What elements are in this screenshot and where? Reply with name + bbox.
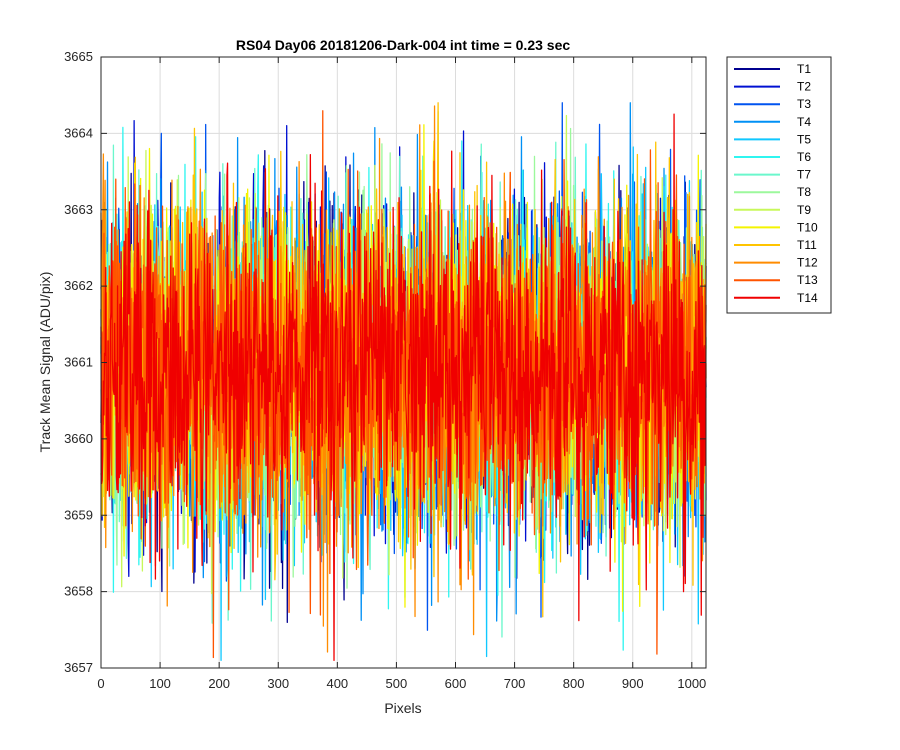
- chart-title: RS04 Day06 20181206-Dark-004 int time = …: [236, 37, 570, 53]
- legend-label-T3: T3: [797, 97, 811, 111]
- legend: T1 T2 T3 T4 T5 T6 T7 T8 T9 T10 T11 T12 T13 T14: [726, 56, 832, 314]
- x-tick-label: 1000: [677, 676, 706, 691]
- legend-label-T12: T12: [797, 256, 818, 270]
- x-tick-labels: 0 100 200 300 400 500 600 700 800 900 1000: [97, 676, 706, 691]
- x-tick-label: 400: [326, 676, 348, 691]
- y-tick-label: 3661: [64, 355, 93, 370]
- x-tick-label: 0: [97, 676, 104, 691]
- ticks: [100, 56, 706, 669]
- y-tick-label: 3663: [64, 202, 93, 217]
- x-tick-label: 900: [622, 676, 644, 691]
- legend-label-T5: T5: [797, 132, 811, 146]
- x-tick-label: 100: [149, 676, 171, 691]
- legend-label-T6: T6: [797, 150, 811, 164]
- legend-label-T7: T7: [797, 168, 811, 182]
- y-tick-label: 3658: [64, 584, 93, 599]
- legend-items: T1 T2 T3 T4 T5 T6 T7 T8 T9 T10 T11 T12 T13 T14: [734, 62, 818, 305]
- y-tick-label: 3657: [64, 660, 93, 675]
- x-tick-label: 500: [386, 676, 408, 691]
- x-tick-label: 600: [445, 676, 467, 691]
- y-tick-label: 3664: [64, 125, 93, 140]
- y-tick-label: 3659: [64, 507, 93, 522]
- series-group: [100, 102, 707, 662]
- series-line-T14: [100, 113, 707, 662]
- x-tick-label: 800: [563, 676, 585, 691]
- y-tick-label: 3660: [64, 431, 93, 446]
- legend-label-T4: T4: [797, 115, 811, 129]
- legend-label-T2: T2: [797, 80, 811, 94]
- x-tick-label: 300: [267, 676, 289, 691]
- legend-box: [726, 56, 832, 314]
- legend-label-T14: T14: [797, 291, 818, 305]
- x-tick-label: 700: [504, 676, 526, 691]
- legend-label-T11: T11: [797, 238, 817, 252]
- y-tick-labels: 3657 3658 3659 3660 3661 3662 3663 3664 3665: [64, 49, 93, 675]
- legend-label-T9: T9: [797, 203, 811, 217]
- legend-label-T8: T8: [797, 185, 811, 199]
- x-tick-label: 200: [208, 676, 230, 691]
- y-axis-title: Track Mean Signal (ADU/pix): [37, 272, 53, 453]
- legend-label-T1: T1: [797, 62, 811, 76]
- series-line-T13: [100, 110, 707, 659]
- x-axis-title: Pixels: [384, 700, 421, 716]
- y-tick-label: 3665: [64, 49, 93, 64]
- legend-label-T13: T13: [797, 273, 818, 287]
- y-tick-label: 3662: [64, 278, 93, 293]
- legend-label-T10: T10: [797, 220, 818, 234]
